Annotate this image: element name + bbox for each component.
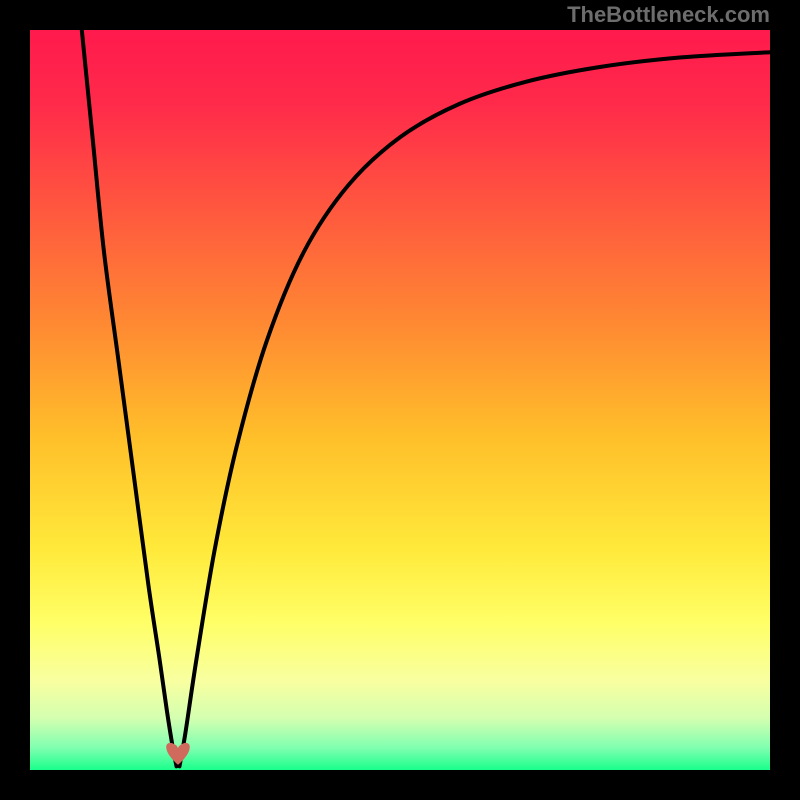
- chart-container: TheBottleneck.com: [0, 0, 800, 800]
- plot-background-gradient: [30, 30, 770, 770]
- watermark-text: TheBottleneck.com: [567, 2, 770, 28]
